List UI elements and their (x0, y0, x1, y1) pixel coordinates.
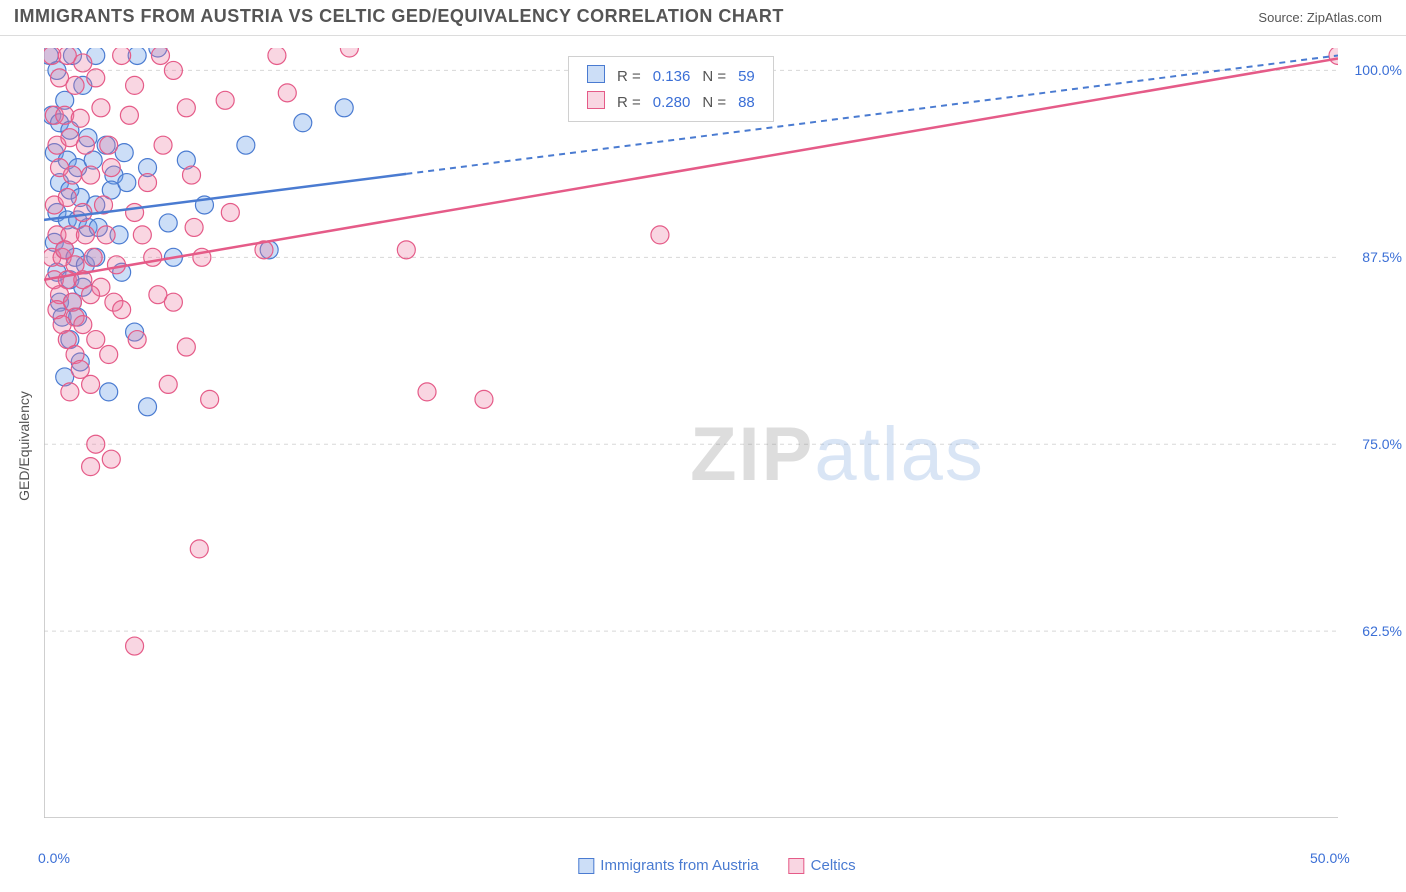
legend-bottom: Immigrants from Austria Celtics (578, 857, 855, 874)
plot-area: ZIPatlas R =0.136N =59R =0.280N =88 62.5… (44, 48, 1390, 838)
source-value[interactable]: ZipAtlas.com (1307, 10, 1382, 25)
stat-n-label: N = (696, 89, 732, 115)
y-tick-label: 75.0% (1342, 436, 1402, 452)
page-root: IMMIGRANTS FROM AUSTRIA VS CELTIC GED/EQ… (0, 0, 1406, 892)
stat-r-label: R = (611, 63, 647, 89)
correlation-stat-box: R =0.136N =59R =0.280N =88 (568, 56, 774, 122)
stat-r-value: 0.136 (647, 63, 697, 89)
stat-row: R =0.136N =59 (581, 63, 761, 89)
stat-r-label: R = (611, 89, 647, 115)
stat-n-label: N = (696, 63, 732, 89)
source-label: Source: (1258, 10, 1303, 25)
y-tick-label: 62.5% (1342, 623, 1402, 639)
y-tick-label: 87.5% (1342, 249, 1402, 265)
legend-swatch (578, 858, 594, 874)
y-axis-label-wrap: GED/Equivalency (8, 48, 36, 838)
stat-swatch (587, 65, 605, 83)
x-tick-label: 0.0% (38, 850, 70, 866)
legend-label: Immigrants from Austria (600, 857, 758, 874)
legend-item[interactable]: Immigrants from Austria (578, 857, 758, 874)
x-tick-label: 50.0% (1310, 850, 1350, 866)
chart-title: IMMIGRANTS FROM AUSTRIA VS CELTIC GED/EQ… (0, 0, 1406, 27)
legend-label: Celtics (811, 857, 856, 874)
stat-row: R =0.280N =88 (581, 89, 761, 115)
stat-n-value: 59 (732, 63, 761, 89)
stat-swatch (587, 91, 605, 109)
stat-n-value: 88 (732, 89, 761, 115)
legend-swatch (789, 858, 805, 874)
stat-r-value: 0.280 (647, 89, 697, 115)
source-attribution: Source: ZipAtlas.com (1258, 10, 1382, 25)
title-bar: IMMIGRANTS FROM AUSTRIA VS CELTIC GED/EQ… (0, 0, 1406, 36)
scatter-svg (44, 48, 1338, 818)
stat-table: R =0.136N =59R =0.280N =88 (581, 63, 761, 115)
legend-item[interactable]: Celtics (789, 857, 856, 874)
y-tick-label: 100.0% (1342, 62, 1402, 78)
y-axis-label: GED/Equivalency (16, 386, 32, 506)
